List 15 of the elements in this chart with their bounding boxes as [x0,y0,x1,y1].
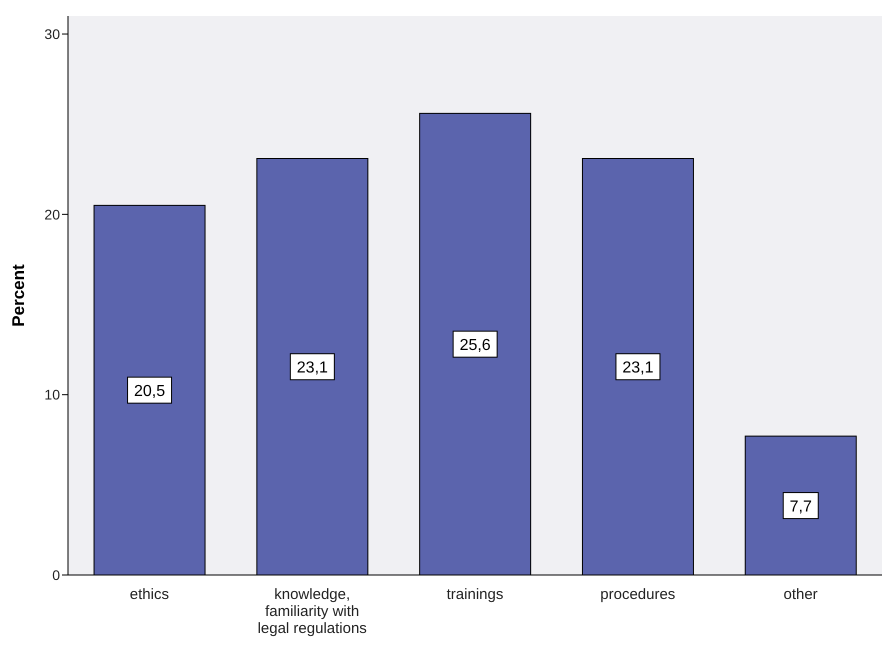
x-tick-label: trainings [446,586,504,603]
x-tick-label: procedures [600,586,676,603]
y-tick-label: 0 [52,566,60,583]
data-label: 7,7 [790,498,812,516]
x-tick-label: other [784,586,818,603]
y-tick-label: 20 [44,206,60,222]
data-label: 23,1 [622,360,654,377]
data-label: 20,5 [134,383,166,400]
y-axis-title: Percent [9,264,28,327]
x-tick-label: knowledge, familiarity with legal regulations [258,586,367,637]
x-tick-label: ethics [130,586,169,603]
y-tick-label: 30 [44,26,60,42]
y-tick-label: 10 [44,386,60,403]
data-label: 25,6 [460,337,491,354]
data-label: 23,1 [296,360,328,377]
